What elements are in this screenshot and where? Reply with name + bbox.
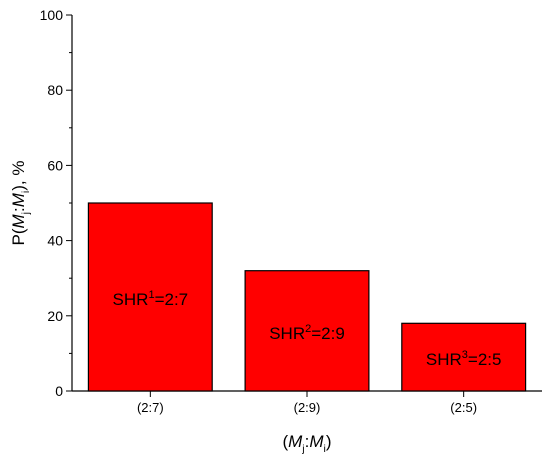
y-tick-label: 40: [47, 233, 63, 249]
bar: [87, 202, 213, 392]
chart-bars: [87, 202, 527, 392]
bar-label: SHR3=2:5: [426, 349, 502, 369]
x-tick-label: (2:7): [137, 400, 164, 415]
bar: [401, 322, 527, 392]
x-axis-title: (Mj:Mi): [282, 432, 331, 455]
y-tick-label: 100: [40, 7, 64, 23]
bar-label: SHR2=2:9: [269, 323, 345, 343]
bar: [244, 270, 370, 392]
y-tick-label: 80: [47, 82, 63, 98]
chart-labels: SHR1=2:7 SHR2=2:9 SHR3=2:5 (Mj:Mi) P(Mj:Mi),…: [9, 161, 501, 456]
x-tick-label: (2:5): [450, 400, 477, 415]
y-tick-label: 0: [55, 383, 63, 399]
bar-label: SHR1=2:7: [113, 289, 189, 309]
y-axis-title: P(Mj:Mi), %: [9, 161, 32, 246]
x-tick-label: (2:9): [294, 400, 321, 415]
y-tick-label: 60: [47, 157, 63, 173]
y-tick-label: 20: [47, 308, 63, 324]
